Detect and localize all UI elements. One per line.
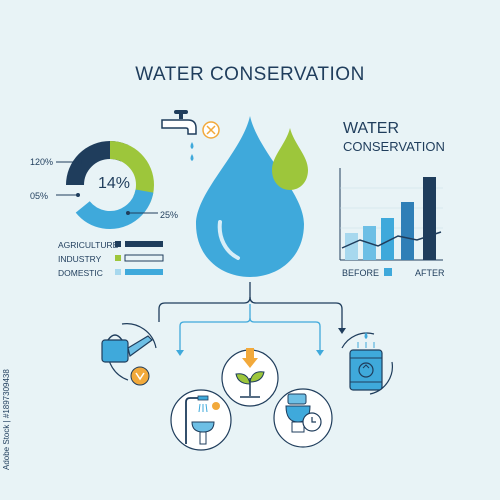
legend-label-industry: INDUSTRY — [58, 254, 102, 264]
watering-can-icon — [101, 323, 157, 386]
legend-label-domestic: DOMESTIC — [58, 268, 103, 278]
donut-center-value: 14% — [97, 175, 131, 192]
before-after-marker — [384, 268, 392, 276]
donut-segment-industry — [66, 141, 154, 229]
chart-title-line1: WATER — [343, 120, 399, 137]
donut-label-agriculture: 120% — [30, 157, 54, 167]
bar-3 — [381, 218, 394, 260]
donut-label-domestic: 25% — [160, 210, 179, 220]
chart-title-line2: CONSERVATION — [343, 139, 445, 154]
stock-id-text: Adobe Stock | #1897309438 — [2, 369, 11, 470]
donut-chart — [66, 141, 154, 229]
before-label: BEFORE — [342, 268, 380, 278]
faucet-icon — [161, 110, 220, 161]
shower-sink-icon — [170, 389, 232, 451]
bar-4 — [401, 202, 414, 260]
page-title: WATER CONSERVATION — [135, 64, 365, 85]
toilet-timer-icon — [273, 388, 333, 448]
donut-label-industry: 05% — [30, 191, 49, 201]
bar-5 — [423, 177, 436, 260]
trend-line — [341, 231, 442, 249]
legend-label-agriculture: AGRICULTURE — [58, 240, 119, 250]
recycle-barrel-icon — [341, 332, 393, 395]
water-drop-icon — [196, 116, 308, 277]
after-label: AFTER — [415, 268, 445, 278]
plant-icon — [221, 348, 279, 407]
donut-leader-lines — [56, 160, 158, 215]
legend-swatches — [115, 241, 164, 275]
bar-chart — [339, 168, 443, 261]
bar-1 — [345, 233, 358, 260]
